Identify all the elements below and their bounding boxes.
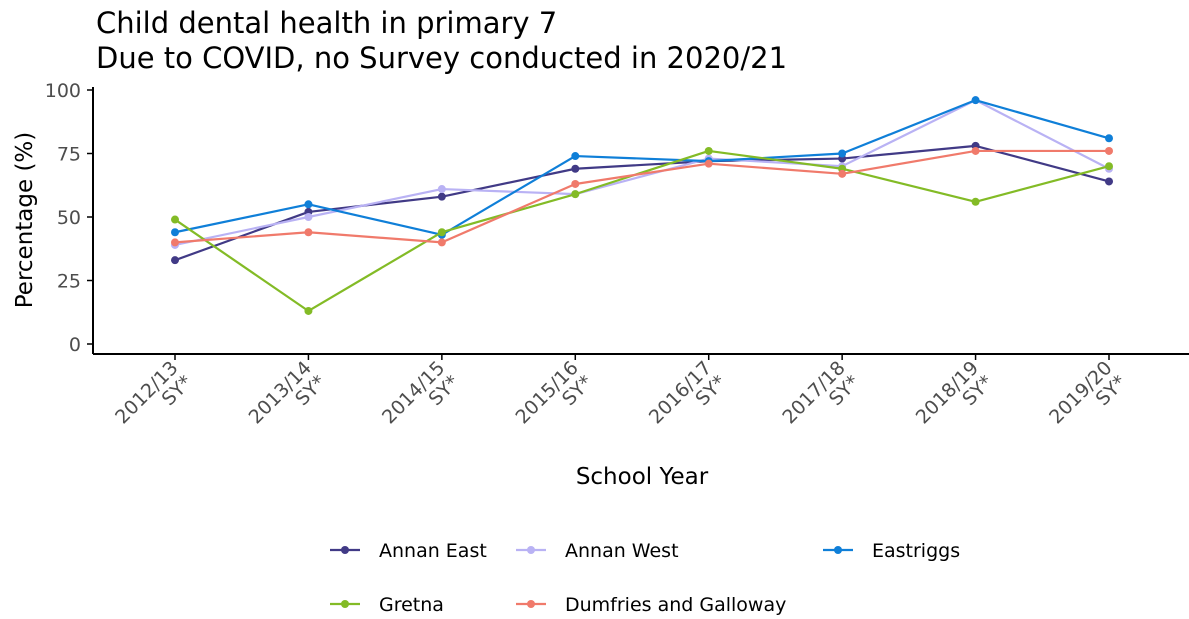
data-point bbox=[971, 146, 980, 155]
data-point bbox=[1105, 146, 1113, 155]
x-tick-label: 2017/18SY* bbox=[778, 357, 864, 443]
x-tick-label: 2012/13SY* bbox=[111, 357, 197, 443]
series-annan-east bbox=[171, 141, 1113, 265]
x-tick-label: 2018/19SY* bbox=[912, 357, 998, 443]
data-point bbox=[571, 164, 580, 173]
data-point bbox=[571, 190, 580, 199]
data-point bbox=[704, 159, 713, 168]
legend-item: Eastriggs bbox=[823, 540, 960, 562]
legend-label: Annan East bbox=[379, 540, 487, 562]
x-tick-label: 2013/14SY* bbox=[245, 357, 331, 443]
data-point bbox=[171, 256, 179, 265]
series-line bbox=[174, 99, 1110, 236]
data-point bbox=[838, 169, 847, 178]
chart-legend: Annan East Annan West Eastriggs Gretna Dumfr… bbox=[330, 540, 960, 616]
data-point bbox=[171, 228, 179, 237]
y-tick-label: 75 bbox=[57, 144, 81, 166]
data-point bbox=[838, 149, 847, 158]
y-axis-ticks: 0 25 50 75 100 bbox=[45, 80, 93, 356]
series-gretna bbox=[171, 146, 1113, 315]
y-axis-title: Percentage (%) bbox=[12, 132, 38, 309]
legend-item: Dumfries and Galloway bbox=[516, 594, 786, 616]
data-point bbox=[704, 146, 713, 155]
data-point bbox=[1105, 162, 1113, 171]
x-axis-title: School Year bbox=[576, 464, 709, 490]
series-line bbox=[174, 149, 1110, 313]
series-line bbox=[174, 149, 1109, 244]
series-eastriggs bbox=[171, 96, 1113, 239]
data-point bbox=[1105, 134, 1113, 143]
legend-key-point bbox=[834, 546, 842, 554]
data-point bbox=[304, 228, 313, 237]
x-tick-label: 2015/16SY* bbox=[511, 357, 597, 443]
data-point bbox=[437, 192, 446, 201]
legend-key-point bbox=[341, 546, 349, 554]
legend-item: Annan West bbox=[516, 540, 679, 562]
data-point bbox=[437, 185, 446, 194]
legend-key-point bbox=[527, 546, 535, 554]
x-tick-label: 2014/15SY* bbox=[378, 357, 464, 443]
y-tick-label: 50 bbox=[57, 207, 81, 229]
data-point bbox=[571, 179, 580, 188]
chart-title-line-1: Child dental health in primary 7 bbox=[96, 6, 557, 40]
legend-label: Eastriggs bbox=[872, 540, 960, 562]
data-point bbox=[171, 215, 179, 224]
legend-item: Gretna bbox=[330, 594, 444, 616]
x-tick-label: 2019/20SY* bbox=[1045, 357, 1131, 443]
y-tick-label: 25 bbox=[57, 271, 81, 293]
data-point bbox=[437, 228, 446, 237]
series-line bbox=[174, 144, 1110, 262]
data-point bbox=[1105, 177, 1113, 186]
legend-label: Dumfries and Galloway bbox=[565, 594, 786, 616]
series-line bbox=[174, 99, 1110, 247]
legend-key-point bbox=[341, 600, 349, 608]
data-point bbox=[171, 238, 179, 247]
series-dumfries-and-galloway bbox=[171, 146, 1113, 247]
legend-label: Gretna bbox=[379, 594, 444, 616]
data-point bbox=[971, 197, 980, 206]
data-point bbox=[304, 213, 313, 221]
data-point bbox=[304, 200, 313, 209]
data-point bbox=[571, 152, 580, 161]
legend-key-point bbox=[527, 600, 535, 608]
legend-item: Annan East bbox=[330, 540, 487, 562]
x-axis-ticks: 2012/13SY* 2013/14SY* 2014/15SY* 2015/16SY*… bbox=[111, 354, 1131, 443]
chart-title-line-2: Due to COVID, no Survey conducted in 202… bbox=[96, 41, 787, 75]
y-tick-label: 100 bbox=[45, 80, 81, 102]
x-tick-label: 2016/17SY* bbox=[645, 357, 731, 443]
series-layer bbox=[171, 96, 1113, 315]
data-point bbox=[971, 96, 980, 105]
data-point bbox=[437, 238, 446, 247]
y-tick-label: 0 bbox=[69, 334, 81, 356]
data-point bbox=[304, 306, 313, 315]
legend-label: Annan West bbox=[565, 540, 679, 562]
